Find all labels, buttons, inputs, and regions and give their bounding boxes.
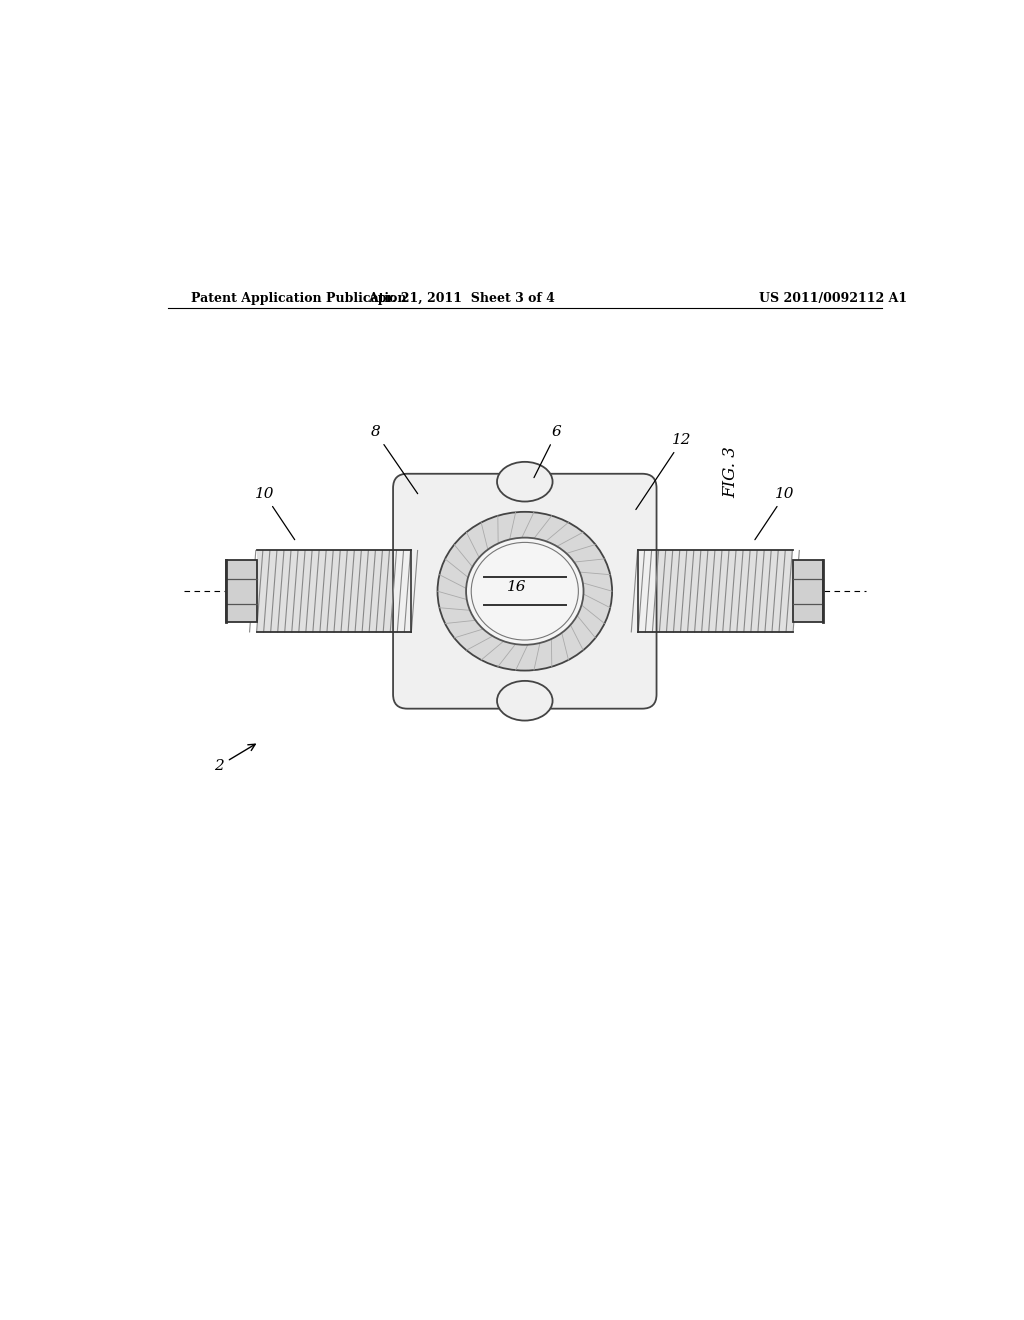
Text: FIG. 3: FIG. 3 (723, 446, 739, 498)
FancyBboxPatch shape (393, 474, 656, 709)
Ellipse shape (466, 537, 584, 644)
Ellipse shape (471, 543, 579, 640)
Text: Patent Application Publication: Patent Application Publication (191, 292, 407, 305)
Ellipse shape (497, 462, 553, 502)
Text: Apr. 21, 2011  Sheet 3 of 4: Apr. 21, 2011 Sheet 3 of 4 (368, 292, 555, 305)
Text: 10: 10 (755, 487, 795, 540)
Text: US 2011/0092112 A1: US 2011/0092112 A1 (759, 292, 907, 305)
Text: 2: 2 (214, 744, 255, 772)
Text: 6: 6 (534, 425, 561, 478)
Bar (226, 560, 257, 622)
Text: 16: 16 (507, 581, 526, 594)
Text: 12: 12 (636, 433, 691, 510)
Bar (638, 550, 793, 632)
Ellipse shape (497, 681, 553, 721)
Bar (793, 560, 823, 622)
Bar (257, 550, 412, 632)
Text: 8: 8 (371, 425, 418, 494)
Ellipse shape (437, 512, 612, 671)
Text: 10: 10 (255, 487, 295, 540)
